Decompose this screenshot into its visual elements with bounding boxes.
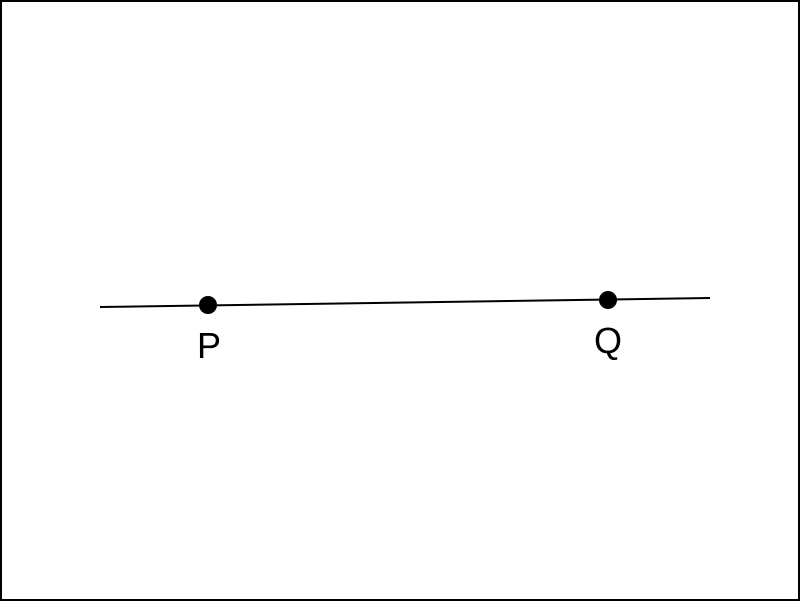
line-pq bbox=[100, 298, 710, 307]
label-p: P bbox=[197, 325, 221, 367]
label-q: Q bbox=[594, 320, 622, 362]
point-p bbox=[199, 296, 217, 314]
point-q bbox=[599, 291, 617, 309]
line-diagram bbox=[0, 0, 800, 601]
